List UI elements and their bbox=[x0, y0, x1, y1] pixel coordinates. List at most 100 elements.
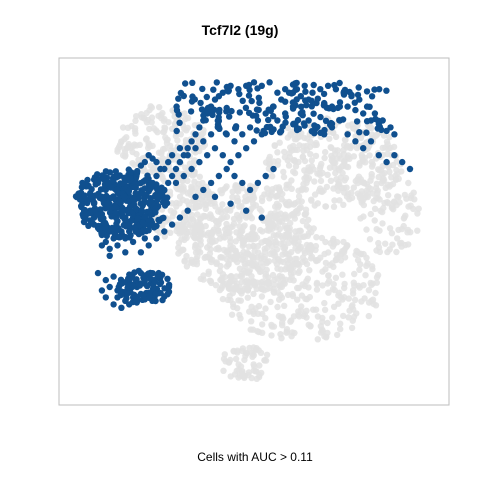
active-cell-point bbox=[184, 207, 191, 214]
inactive-cell-point bbox=[248, 318, 255, 325]
active-cell-point bbox=[324, 82, 332, 90]
inactive-cell-point bbox=[396, 199, 403, 206]
active-cell-point bbox=[188, 165, 195, 173]
inactive-cell-point bbox=[143, 119, 151, 126]
active-cell-point bbox=[132, 205, 140, 212]
inactive-cell-point bbox=[232, 182, 239, 189]
active-cell-point bbox=[97, 194, 105, 201]
inactive-cell-point bbox=[249, 224, 256, 231]
inactive-cell-point bbox=[380, 176, 388, 184]
active-cell-point bbox=[270, 113, 277, 120]
active-cell-point bbox=[123, 207, 130, 215]
active-cell-point bbox=[154, 196, 161, 204]
inactive-cell-point bbox=[313, 234, 320, 241]
inactive-cell-point bbox=[246, 308, 253, 315]
active-cell-point bbox=[309, 89, 316, 96]
inactive-cell-point bbox=[291, 329, 298, 337]
active-cell-point bbox=[153, 172, 160, 180]
active-cell-point bbox=[366, 103, 373, 111]
inactive-cell-point bbox=[229, 223, 236, 230]
inactive-cell-point bbox=[274, 204, 281, 211]
inactive-cell-point bbox=[299, 258, 306, 266]
active-cell-point bbox=[147, 222, 154, 229]
active-cell-point bbox=[82, 181, 89, 188]
active-cell-point bbox=[161, 228, 168, 235]
inactive-cell-point bbox=[319, 326, 326, 333]
inactive-cell-point bbox=[321, 250, 328, 258]
inactive-cell-point bbox=[283, 328, 290, 335]
active-cell-point bbox=[211, 145, 219, 152]
active-cell-point bbox=[254, 85, 261, 92]
inactive-cell-point bbox=[295, 187, 302, 194]
active-cell-point bbox=[132, 184, 139, 192]
inactive-cell-point bbox=[259, 321, 266, 328]
active-cell-point bbox=[213, 79, 220, 86]
inactive-cell-point bbox=[136, 141, 143, 149]
inactive-cell-point bbox=[251, 247, 258, 255]
inactive-cell-point bbox=[250, 344, 257, 351]
inactive-cell-point bbox=[382, 240, 389, 247]
active-cell-point bbox=[145, 199, 153, 207]
inactive-cell-point bbox=[395, 175, 402, 182]
active-cell-point bbox=[235, 86, 242, 93]
inactive-cell-point bbox=[190, 260, 197, 267]
inactive-cell-point bbox=[215, 227, 222, 234]
inactive-cell-point bbox=[251, 363, 258, 370]
inactive-cell-point bbox=[248, 303, 255, 310]
active-cell-point bbox=[203, 93, 210, 101]
active-cell-point bbox=[344, 131, 351, 138]
inactive-cell-point bbox=[295, 311, 302, 319]
active-cell-point bbox=[289, 105, 297, 112]
active-cell-point bbox=[108, 213, 115, 220]
inactive-cell-point bbox=[176, 193, 184, 200]
inactive-cell-point bbox=[263, 227, 271, 234]
inactive-cell-point bbox=[278, 335, 285, 342]
inactive-cell-point bbox=[400, 215, 408, 222]
inactive-cell-point bbox=[361, 295, 368, 302]
inactive-cell-point bbox=[334, 239, 341, 246]
inactive-cell-point bbox=[325, 289, 332, 296]
inactive-cell-point bbox=[259, 194, 266, 201]
active-cell-point bbox=[188, 138, 195, 145]
active-cell-point bbox=[172, 165, 180, 173]
inactive-cell-point bbox=[281, 154, 289, 161]
inactive-cell-point bbox=[348, 194, 356, 202]
inactive-cell-point bbox=[312, 152, 320, 160]
inactive-cell-point bbox=[401, 191, 409, 199]
active-cell-point bbox=[86, 195, 94, 203]
inactive-cell-point bbox=[271, 210, 279, 217]
inactive-cell-point bbox=[229, 289, 236, 297]
active-cell-point bbox=[310, 110, 317, 117]
inactive-cell-point bbox=[281, 302, 288, 309]
active-cell-point bbox=[131, 197, 138, 204]
active-cell-point bbox=[231, 172, 238, 180]
inactive-cell-point bbox=[290, 168, 297, 175]
active-cell-point bbox=[125, 188, 133, 195]
active-cell-point bbox=[153, 158, 160, 166]
inactive-cell-point bbox=[250, 352, 257, 359]
inactive-cell-point bbox=[193, 204, 200, 211]
inactive-cell-point bbox=[233, 211, 241, 219]
inactive-cell-point bbox=[156, 104, 163, 111]
inactive-cell-point bbox=[404, 226, 412, 234]
inactive-cell-point bbox=[357, 215, 364, 222]
inactive-cell-point bbox=[259, 329, 266, 336]
inactive-cell-point bbox=[337, 294, 344, 301]
inactive-cell-point bbox=[247, 252, 255, 259]
active-cell-point bbox=[106, 283, 113, 291]
active-cell-point bbox=[197, 99, 204, 107]
inactive-cell-point bbox=[323, 334, 330, 341]
inactive-cell-point bbox=[324, 171, 331, 178]
inactive-cell-point bbox=[176, 200, 183, 207]
inactive-cell-point bbox=[357, 251, 364, 258]
active-cell-point bbox=[317, 86, 324, 93]
inactive-cell-point bbox=[206, 250, 214, 257]
inactive-cell-point bbox=[158, 150, 165, 157]
inactive-cell-point bbox=[223, 220, 230, 228]
active-cell-point bbox=[139, 219, 147, 227]
inactive-cell-point bbox=[224, 296, 231, 304]
active-cell-point bbox=[180, 92, 187, 100]
active-cell-point bbox=[105, 179, 112, 186]
inactive-cell-point bbox=[340, 238, 347, 246]
x-axis-label: Cells with AUC > 0.11 bbox=[197, 450, 313, 464]
